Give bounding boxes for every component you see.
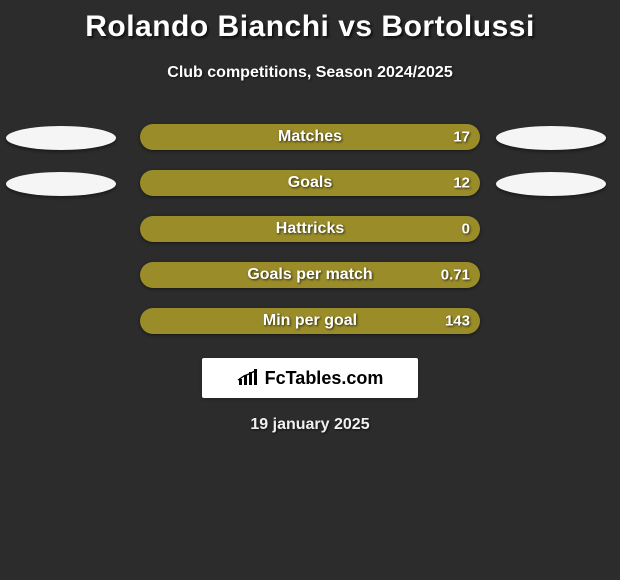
stat-row: Goals 12 [0, 168, 620, 198]
bar-chart-icon [237, 369, 259, 387]
stat-label: Min per goal [263, 312, 357, 330]
stat-bar: Hattricks 0 [140, 216, 480, 242]
stat-value: 0.71 [441, 267, 470, 284]
stat-value: 12 [453, 175, 470, 192]
comparison-infographic: Rolando Bianchi vs Bortolussi Club compe… [0, 0, 620, 580]
left-value-oval [6, 126, 116, 150]
stat-row: Goals per match 0.71 [0, 260, 620, 290]
stat-label: Goals per match [247, 266, 372, 284]
stat-row: Min per goal 143 [0, 306, 620, 336]
stat-label: Hattricks [276, 220, 344, 238]
stat-value: 17 [453, 129, 470, 146]
stat-rows: Matches 17 Goals 12 Hattricks 0 Goals pe… [0, 122, 620, 336]
stat-label: Goals [288, 174, 332, 192]
stat-value: 0 [462, 221, 470, 238]
brand-box: FcTables.com [202, 358, 418, 398]
stat-bar: Goals per match 0.71 [140, 262, 480, 288]
stat-bar: Goals 12 [140, 170, 480, 196]
stat-label: Matches [278, 128, 342, 146]
page-subtitle: Club competitions, Season 2024/2025 [0, 64, 620, 82]
stat-row: Hattricks 0 [0, 214, 620, 244]
brand-label: FcTables.com [265, 368, 384, 389]
right-value-oval [496, 172, 606, 196]
stat-row: Matches 17 [0, 122, 620, 152]
date-label: 19 january 2025 [0, 416, 620, 434]
stat-bar: Min per goal 143 [140, 308, 480, 334]
right-value-oval [496, 126, 606, 150]
page-title: Rolando Bianchi vs Bortolussi [0, 0, 620, 44]
left-value-oval [6, 172, 116, 196]
stat-bar: Matches 17 [140, 124, 480, 150]
stat-value: 143 [445, 313, 470, 330]
